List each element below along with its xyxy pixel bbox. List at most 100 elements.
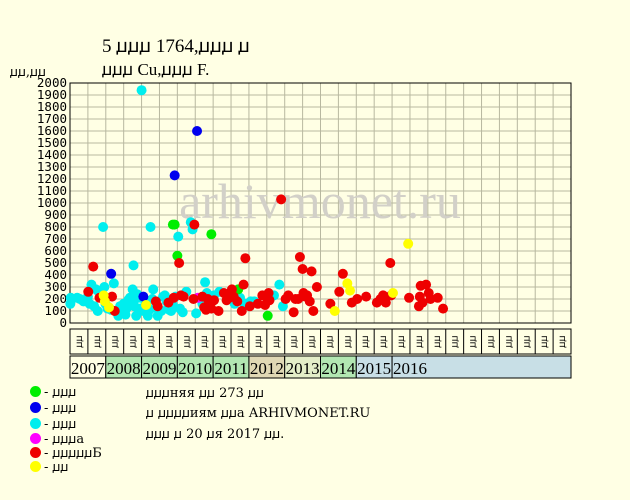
quarter-label: ꙡꙡ <box>307 335 318 347</box>
quarter-label: ꙡꙡ <box>342 335 353 347</box>
quarter-label: ꙡꙡ <box>378 335 389 347</box>
data-point <box>188 294 199 304</box>
y-tick-label: 900 <box>44 207 67 222</box>
quarter-label: ꙡꙡ <box>235 335 246 347</box>
legend-swatch-0 <box>30 386 41 397</box>
quarter-label: ꙡꙡ <box>503 335 514 347</box>
chart-title: 5 ꙡꙡꙡ 1764,ꙡꙡꙡ ꙡ <box>102 36 250 57</box>
year-label: 2007 <box>71 359 106 378</box>
year-label: 2010 <box>178 359 212 378</box>
legend-item: - ꙡꙡꙡ <box>30 401 76 417</box>
data-point <box>83 286 94 297</box>
y-tick-label: 1500 <box>37 135 67 150</box>
quarter-label: ꙡꙡ <box>217 335 228 347</box>
quarter-label: ꙡꙡ <box>485 335 496 347</box>
data-point <box>432 292 443 303</box>
y-tick-label: 500 <box>44 255 67 270</box>
year-label: 2008 <box>107 359 141 378</box>
quarter-label: ꙡꙡ <box>557 335 568 347</box>
legend-item: - ꙡꙡꙡ <box>30 385 76 401</box>
data-point <box>294 252 305 262</box>
y-tick-label: 300 <box>44 279 67 294</box>
data-point <box>329 306 340 316</box>
data-point <box>99 282 110 292</box>
data-point <box>276 194 287 205</box>
year-label: 2012 <box>250 359 284 378</box>
data-point <box>361 291 372 302</box>
data-point <box>121 303 132 314</box>
data-point <box>128 260 139 271</box>
year-label: 2009 <box>142 359 176 378</box>
quarter-label: ꙡꙡ <box>199 335 210 347</box>
legend-label: - ꙡꙡꙡa <box>44 432 85 447</box>
data-point <box>169 170 180 181</box>
data-point <box>288 307 299 318</box>
quarter-label: ꙡꙡ <box>271 335 282 347</box>
data-point <box>238 279 249 290</box>
data-point <box>148 284 159 295</box>
legend-item: - ꙡꙡꙡ <box>30 417 76 433</box>
data-point <box>304 296 315 307</box>
data-point <box>403 238 414 249</box>
quarter-label: ꙡꙡ <box>324 335 335 347</box>
legend-item: - ꙡꙡꙡꙡꙡБ <box>30 446 102 462</box>
year-label: 2016 <box>393 359 427 378</box>
quarter-label: ꙡꙡ <box>450 335 461 347</box>
data-point <box>98 222 109 232</box>
data-point <box>421 279 432 290</box>
legend-swatch-3 <box>30 433 41 444</box>
quarter-label: ꙡꙡ <box>432 335 443 347</box>
legend-label: - ꙡꙡꙡꙡꙡБ <box>44 446 102 461</box>
legend-swatch-5 <box>30 461 41 472</box>
data-point <box>264 295 275 306</box>
quarter-label: ꙡꙡ <box>289 335 300 347</box>
watermark: arhivmonet.ru <box>179 173 461 229</box>
data-point <box>345 285 356 296</box>
y-tick-label: 200 <box>44 291 67 306</box>
y-tick-label: 2000 <box>37 75 67 90</box>
data-point <box>152 301 163 312</box>
data-point <box>108 278 119 289</box>
data-point <box>404 292 415 303</box>
data-point <box>352 294 363 304</box>
y-tick-label: 100 <box>44 303 67 318</box>
data-point <box>189 219 200 230</box>
year-label: 2013 <box>286 359 320 378</box>
quarter-label: ꙡꙡ <box>396 335 407 347</box>
data-point <box>240 253 251 264</box>
data-point <box>334 286 345 297</box>
quarter-label: ꙡꙡ <box>253 335 264 347</box>
data-point <box>206 229 217 240</box>
data-point <box>104 302 115 313</box>
y-tick-label: 1300 <box>37 159 67 174</box>
data-point <box>236 306 247 316</box>
data-point <box>387 288 398 298</box>
y-axis-label: ꙡꙡ,ꙡꙡ <box>10 65 46 80</box>
year-label: 2011 <box>214 359 247 378</box>
y-tick-label: 1200 <box>37 171 67 186</box>
data-point <box>92 306 103 316</box>
data-point <box>380 297 391 308</box>
data-point <box>297 264 308 274</box>
quarter-label: ꙡꙡ <box>128 335 139 347</box>
data-point <box>209 295 220 306</box>
y-tick-label: 1600 <box>37 123 67 138</box>
quarter-label: ꙡꙡ <box>181 335 192 347</box>
data-point <box>141 300 152 310</box>
y-tick-label: 1700 <box>37 111 67 126</box>
y-tick-label: 1900 <box>37 87 67 102</box>
data-point <box>262 310 273 321</box>
year-label: 2015 <box>357 359 391 378</box>
data-point <box>169 219 180 230</box>
data-point <box>136 85 147 96</box>
data-point <box>106 268 117 279</box>
y-tick-label: 400 <box>44 267 67 282</box>
y-tick-label: 700 <box>44 231 67 246</box>
data-point <box>311 282 322 292</box>
quarter-label: ꙡꙡ <box>146 335 157 347</box>
legend-label: - ꙡꙡꙡ <box>44 401 77 416</box>
y-tick-label: 1000 <box>37 195 67 210</box>
data-point <box>385 258 396 268</box>
legend-swatch-1 <box>30 402 41 413</box>
legend-swatch-4 <box>30 447 41 458</box>
